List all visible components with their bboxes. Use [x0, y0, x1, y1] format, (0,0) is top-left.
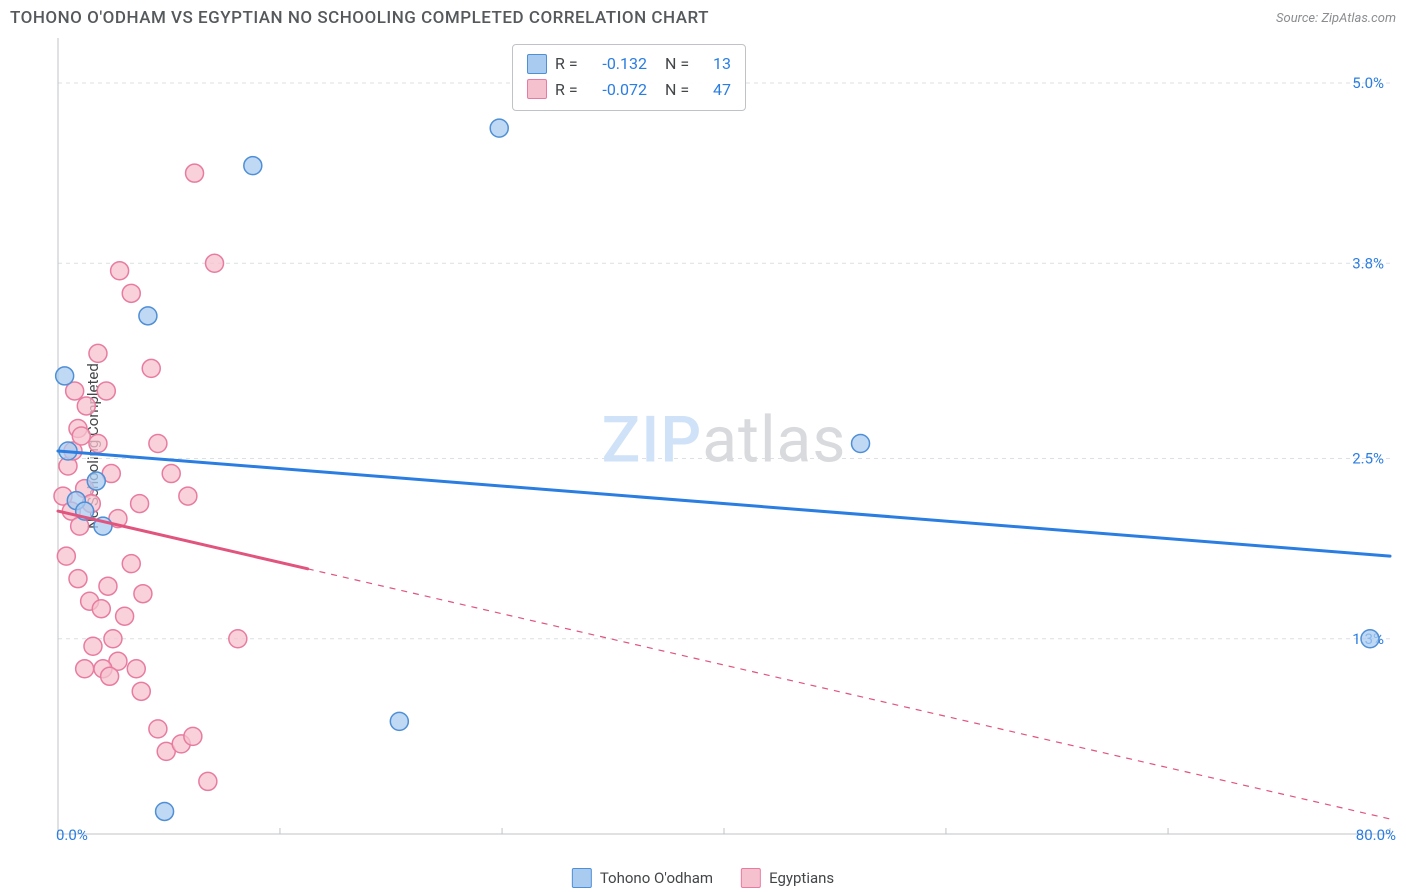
- chart-plot-area: ZIPatlas 1.3%2.5%3.8%5.0% R =-0.132N =13…: [52, 38, 1396, 842]
- data-point-egyptians: [206, 254, 224, 272]
- correlation-stats-box: R = -0.132 N = 13 R = -0.072 N = 47: [512, 44, 746, 111]
- data-point-egyptians: [69, 570, 87, 588]
- source-credit: Source: ZipAtlas.com: [1276, 11, 1396, 26]
- data-point-egyptians: [76, 660, 94, 678]
- y-tick-label: 5.0%: [1352, 74, 1384, 92]
- data-point-egyptians: [104, 630, 122, 648]
- data-point-tohono: [390, 712, 408, 730]
- stats-n-label: N =: [665, 51, 693, 77]
- legend: Tohono O'odham Egyptians: [572, 868, 834, 888]
- legend-label-tohono: Tohono O'odham: [600, 869, 713, 887]
- legend-item-egyptians: Egyptians: [741, 868, 834, 888]
- trendline-extrap-egyptians: [308, 569, 1390, 819]
- legend-swatch-egyptians: [741, 868, 761, 888]
- data-point-egyptians: [57, 547, 75, 565]
- stats-n-value: 47: [701, 77, 731, 103]
- data-point-egyptians: [111, 262, 129, 280]
- stats-n-value: 13: [701, 51, 731, 77]
- data-point-egyptians: [89, 435, 107, 453]
- data-point-egyptians: [142, 359, 160, 377]
- data-point-egyptians: [89, 344, 107, 362]
- data-point-egyptians: [131, 495, 149, 513]
- data-point-egyptians: [92, 600, 110, 618]
- data-point-egyptians: [132, 682, 150, 700]
- stats-row-egyptians: R = -0.072 N = 47: [527, 77, 731, 103]
- data-point-egyptians: [199, 772, 217, 790]
- chart-svg: 1.3%2.5%3.8%5.0%: [52, 38, 1396, 842]
- y-tick-label: 3.8%: [1352, 254, 1384, 272]
- legend-item-tohono: Tohono O'odham: [572, 868, 713, 888]
- data-point-egyptians: [149, 435, 167, 453]
- data-point-tohono: [56, 367, 74, 385]
- data-point-egyptians: [179, 487, 197, 505]
- data-point-egyptians: [134, 585, 152, 603]
- data-point-egyptians: [97, 382, 115, 400]
- data-point-egyptians: [162, 465, 180, 483]
- stats-swatch-egyptians: [527, 79, 547, 99]
- data-point-egyptians: [186, 164, 204, 182]
- source-name: ZipAtlas.com: [1321, 11, 1396, 26]
- data-point-tohono: [87, 472, 105, 490]
- legend-swatch-tohono: [572, 868, 592, 888]
- stats-r-value: -0.072: [591, 77, 647, 103]
- data-point-egyptians: [122, 284, 140, 302]
- stats-swatch-tohono: [527, 54, 547, 74]
- data-point-tohono: [156, 802, 174, 820]
- chart-title: TOHONO O'ODHAM VS EGYPTIAN NO SCHOOLING …: [10, 8, 709, 28]
- data-point-egyptians: [101, 667, 119, 685]
- data-point-egyptians: [99, 577, 117, 595]
- stats-row-tohono: R = -0.132 N = 13: [527, 51, 731, 77]
- stats-r-label: R =: [555, 77, 583, 103]
- stats-r-value: -0.132: [591, 51, 647, 77]
- data-point-egyptians: [229, 630, 247, 648]
- x-axis-min-label: 0.0%: [56, 826, 88, 844]
- data-point-tohono: [244, 157, 262, 175]
- y-tick-label: 2.5%: [1352, 450, 1384, 468]
- trendline-egyptians: [58, 511, 308, 569]
- data-point-egyptians: [84, 637, 102, 655]
- data-point-tohono: [139, 307, 157, 325]
- data-point-egyptians: [149, 720, 167, 738]
- stats-n-label: N =: [665, 77, 693, 103]
- data-point-egyptians: [127, 660, 145, 678]
- data-point-egyptians: [77, 397, 95, 415]
- x-axis-max-label: 80.0%: [1356, 826, 1396, 844]
- stats-r-label: R =: [555, 51, 583, 77]
- source-prefix: Source:: [1276, 11, 1321, 26]
- data-point-tohono: [490, 119, 508, 137]
- data-point-egyptians: [184, 727, 202, 745]
- data-point-egyptians: [122, 555, 140, 573]
- legend-label-egyptians: Egyptians: [769, 869, 834, 887]
- data-point-tohono: [852, 435, 870, 453]
- data-point-egyptians: [72, 427, 90, 445]
- chart-header: TOHONO O'ODHAM VS EGYPTIAN NO SCHOOLING …: [10, 8, 1396, 28]
- data-point-tohono: [1361, 630, 1379, 648]
- trendline-tohono: [58, 451, 1390, 556]
- data-point-egyptians: [116, 607, 134, 625]
